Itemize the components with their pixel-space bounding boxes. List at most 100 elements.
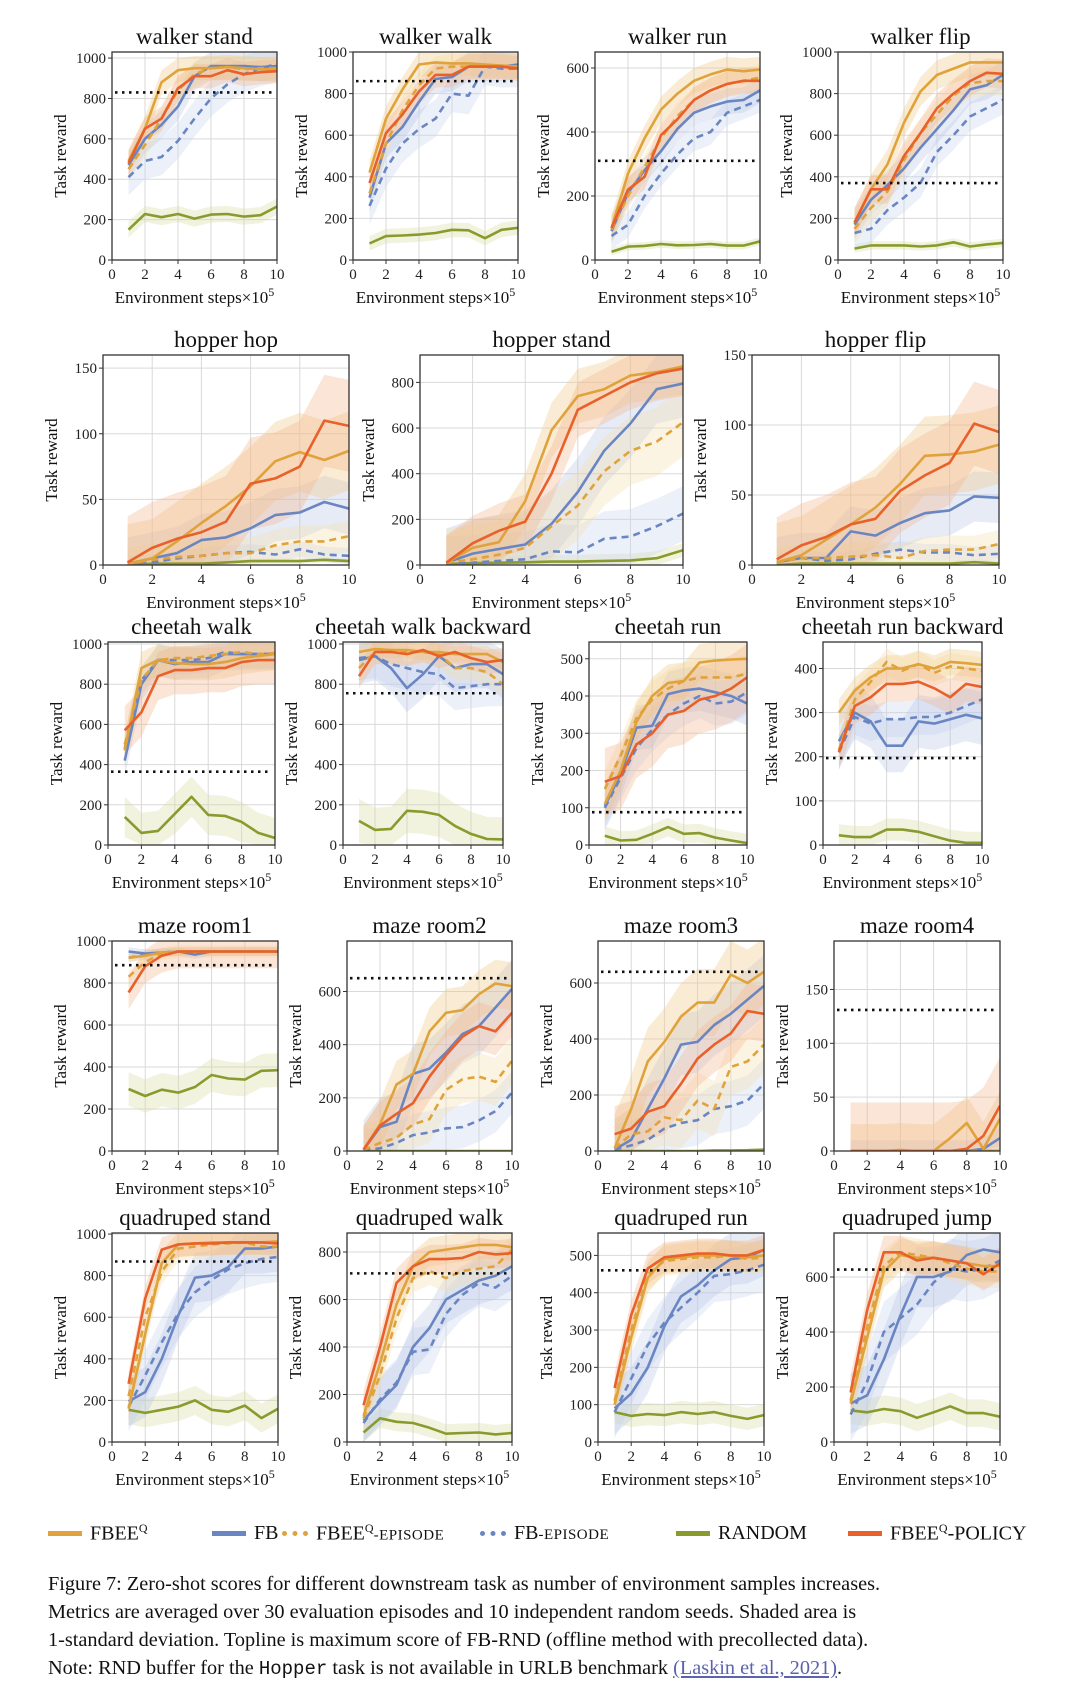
series-line-random [614, 1410, 764, 1421]
y-tick-label: 1000 [72, 637, 102, 653]
x-tick-label: 8 [963, 1158, 971, 1174]
std-band-fb-episode [128, 52, 277, 196]
series-line-fbee-q-policy [776, 422, 999, 561]
legend-swatch-icon [480, 1530, 506, 1536]
legend-label: FBEEQ-POLICY [890, 1520, 1027, 1545]
axes-frame [588, 641, 748, 846]
std-band-fb [363, 959, 512, 1151]
y-tick-label: 400 [84, 172, 107, 188]
chart-walker-walk: 0 2 4 6 8 10 0 200 400 600 800 1000 walker walk Envir… [292, 24, 526, 307]
x-tick-label: 10 [676, 572, 691, 588]
std-band-fb-episode [604, 669, 747, 831]
legend-swatch-icon [48, 1530, 82, 1536]
chart-walker-stand: 0 2 4 6 8 10 0 200 400 600 800 1000 walker stand Envi… [51, 24, 285, 307]
axes-frame [107, 641, 276, 846]
plot-area [445, 355, 683, 565]
x-tick-label: 10 [757, 1449, 772, 1465]
chart-maze-room2: 0 2 4 6 8 10 0 200 400 600 maze room2 Environment s… [286, 913, 520, 1198]
x-tick-label: 10 [975, 852, 990, 868]
x-tick-label: 2 [138, 852, 146, 868]
series-line-fb-episode [123, 650, 275, 749]
chart-title: maze room4 [860, 913, 975, 938]
x-tick-label: 0 [830, 1449, 838, 1465]
std-band-fbee-q-policy [776, 381, 999, 565]
x-tick-label: 4 [883, 852, 891, 868]
x-tick-label: 10 [753, 267, 768, 283]
legend-label: FB-EPISODE [514, 1521, 610, 1544]
y-tick-label: 400 [570, 1286, 593, 1302]
std-band-fbee-q-episode [359, 642, 503, 697]
series-line-fbee-q-policy [853, 71, 1003, 224]
y-tick-label: 0 [99, 253, 107, 269]
x-axis-label: Environment steps×105 [146, 590, 306, 612]
series-line-fb-episode [610, 98, 760, 238]
std-band-fb [850, 1127, 1000, 1151]
y-tick-label: 0 [585, 1435, 593, 1451]
x-axis-label: Environment steps×105 [841, 285, 1001, 307]
x-tick-label: 8 [966, 267, 974, 283]
series-line-fbee-q-policy [123, 658, 275, 732]
std-band-fb [850, 1233, 1000, 1434]
std-band-fbee-q [850, 1238, 1000, 1420]
x-tick-label: 10 [511, 267, 526, 283]
x-tick-label: 6 [204, 852, 212, 868]
series-line-fbee-q-policy [604, 676, 747, 783]
x-tick-label: 0 [108, 267, 116, 283]
chart-title: hopper stand [492, 327, 611, 352]
series-line-fbee-q [368, 61, 518, 173]
series-line-random [614, 1148, 764, 1151]
y-axis-label: Task reward [292, 114, 311, 198]
x-tick-label: 2 [867, 267, 875, 283]
y-tick-label: 200 [319, 1388, 342, 1404]
std-band-fbee-q [850, 1091, 1000, 1151]
x-tick-label: 2 [798, 572, 806, 588]
plot-area [610, 56, 760, 256]
std-band-fb-episode [854, 85, 1003, 248]
y-tick-label: 200 [84, 213, 107, 229]
figure-caption: Figure 7: Zero-shot scores for different… [48, 1570, 1038, 1683]
y-tick-label: 100 [75, 427, 98, 443]
y-tick-label: 800 [315, 677, 338, 693]
y-tick-label: 0 [739, 558, 747, 574]
std-band-fbee-q [446, 355, 683, 565]
chart-title: walker stand [136, 24, 253, 49]
series-line-fbee-q-policy [368, 65, 518, 184]
y-tick-label: 0 [576, 838, 584, 854]
x-tick-label: 0 [594, 1449, 602, 1465]
axes-frame [833, 1232, 1001, 1443]
citation-link[interactable]: (Laskin et al., 2021) [673, 1657, 838, 1679]
chart-quadruped-walk: 0 2 4 6 8 10 0 200 400 600 800 quadruped walk Enviro… [286, 1205, 520, 1489]
caption-code-hopper: Hopper [258, 1658, 328, 1680]
std-band-fbee-q-episode [363, 1036, 512, 1151]
x-tick-label: 2 [617, 852, 625, 868]
series-line-fbee-q [613, 970, 764, 1149]
y-axis-label: Task reward [528, 701, 547, 785]
y-tick-label: 400 [80, 758, 103, 774]
chart-title: maze room2 [372, 913, 486, 938]
std-band-fb-episode [776, 541, 999, 565]
y-tick-label: 100 [561, 801, 584, 817]
std-band-fbee-q-policy [614, 1234, 764, 1403]
series-line-fbee-q-policy [362, 1011, 512, 1151]
series-line-random [854, 241, 1003, 250]
x-tick-label: 6 [247, 572, 255, 588]
x-tick-label: 6 [680, 852, 688, 868]
x-tick-label: 10 [268, 852, 283, 868]
series-line-fbee-q-episode [127, 534, 349, 565]
y-tick-label: 400 [315, 758, 338, 774]
y-axis-label: Task reward [773, 1004, 792, 1088]
plot-area [127, 941, 278, 1113]
std-band-fbee-q-episode [611, 64, 760, 243]
legend-label: FB [254, 1521, 279, 1544]
series-line-fbee-q-policy [127, 950, 278, 994]
x-tick-label: 2 [469, 572, 477, 588]
series-line-fb-episode [363, 1091, 512, 1151]
y-tick-label: 400 [567, 125, 590, 141]
legend-item-fb-ep: FB-EPISODE [480, 1515, 609, 1551]
series-line-random [128, 1068, 278, 1098]
x-tick-label: 2 [382, 267, 390, 283]
x-tick-label: 10 [271, 1158, 286, 1174]
x-tick-label: 4 [661, 1449, 669, 1465]
caption-line-3: 1-standard deviation. Topline is maximum… [48, 1629, 869, 1651]
x-tick-label: 8 [241, 1158, 249, 1174]
